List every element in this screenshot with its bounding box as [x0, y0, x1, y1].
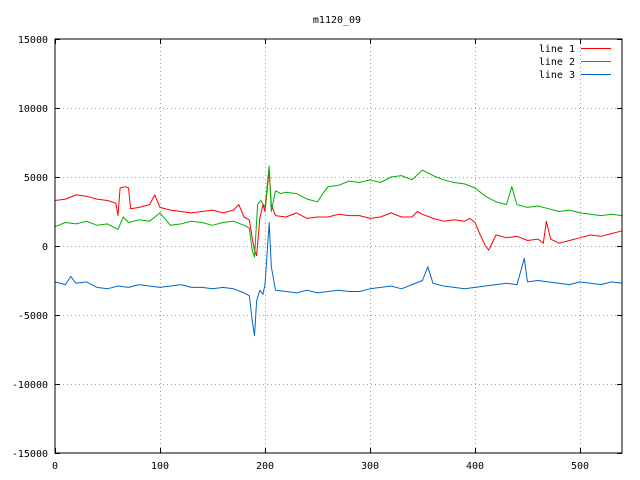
plot-frame [54, 38, 623, 454]
legend-label-2: line 2 [539, 57, 575, 68]
chart-title: m1120_09 [313, 15, 361, 26]
x-tick-label: 400 [466, 461, 484, 472]
legend-label-1: line 1 [539, 44, 575, 55]
y-tick-label: -10000 [12, 380, 48, 391]
x-tick-label: 100 [151, 461, 169, 472]
y-tick-label: 5000 [24, 173, 48, 184]
x-tick-label: 0 [52, 461, 58, 472]
series-line-1 [54, 169, 623, 257]
y-tick-label: -15000 [12, 449, 48, 460]
x-axis: 0 100 200 300 400 500 [52, 39, 589, 472]
x-tick-label: 500 [571, 461, 589, 472]
x-tick-label: 200 [256, 461, 274, 472]
y-tick-label: 15000 [18, 35, 48, 46]
y-tick-label: 10000 [18, 104, 48, 115]
y-tick-label: -5000 [18, 311, 48, 322]
legend: line 1 line 2 line 3 [539, 44, 611, 81]
x-tick-label: 300 [361, 461, 379, 472]
grid-lines [55, 39, 622, 453]
series-group [54, 165, 623, 337]
y-tick-label: 0 [42, 242, 48, 253]
series-line-2 [54, 165, 623, 258]
legend-label-3: line 3 [539, 70, 575, 81]
series-line-3 [54, 222, 623, 337]
y-axis: -15000 -10000 -5000 0 5000 10000 15000 [12, 35, 622, 460]
